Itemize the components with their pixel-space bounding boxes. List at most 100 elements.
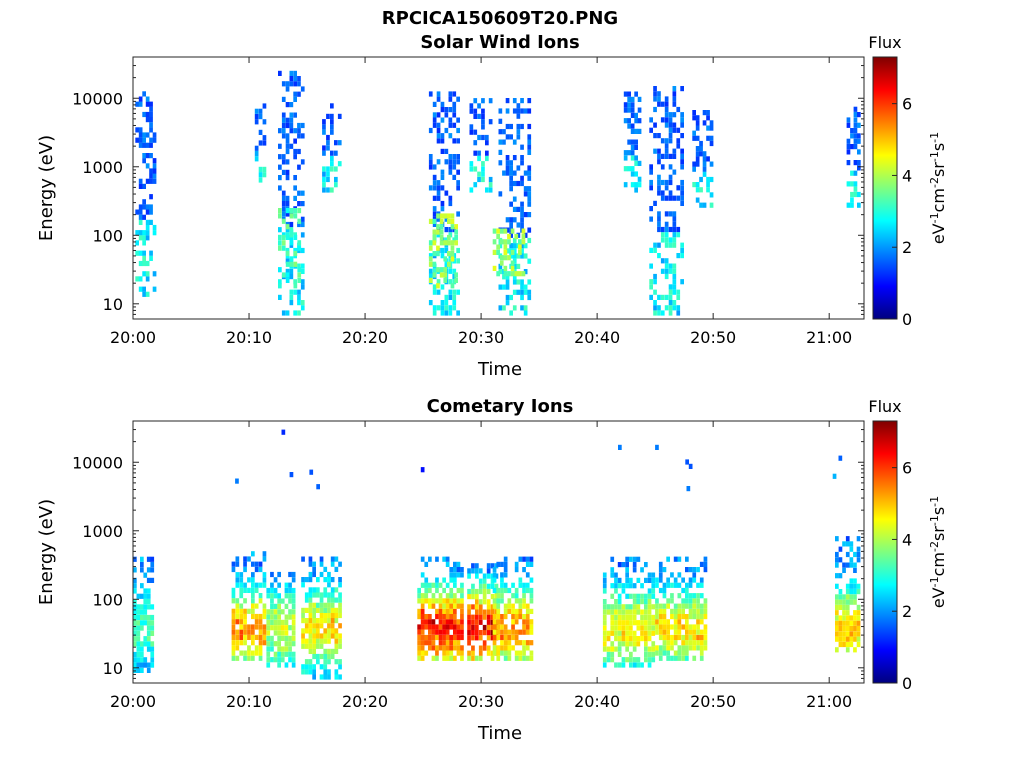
heatmap-cell <box>657 294 661 300</box>
heatmap-cell <box>460 645 464 651</box>
heatmap-cell <box>527 123 532 130</box>
heatmap-cell <box>521 233 526 240</box>
heatmap-cell <box>319 633 324 639</box>
heatmap-cell <box>142 204 146 210</box>
heatmap-cell <box>334 674 339 680</box>
heatmap-cell <box>677 650 682 656</box>
heatmap-cell <box>312 628 316 634</box>
heatmap-cell <box>456 96 460 102</box>
heatmap-cell <box>853 133 858 139</box>
heatmap-cell <box>666 640 670 646</box>
heatmap-cell <box>709 125 714 131</box>
heatmap-cell <box>673 640 678 646</box>
heatmap-cell <box>428 159 433 165</box>
heatmap-cell <box>850 170 854 176</box>
heatmap-cell <box>623 182 628 188</box>
heatmap-cell <box>677 629 682 635</box>
heatmap-cell <box>133 556 137 562</box>
heatmap-cell <box>278 175 282 181</box>
heatmap-cell <box>699 561 704 567</box>
heatmap-cell <box>520 212 524 218</box>
heatmap-cell <box>289 112 294 118</box>
heatmap-cell <box>630 171 635 177</box>
heatmap-cell <box>285 272 290 278</box>
heatmap-cell <box>692 110 696 116</box>
heatmap-cell <box>316 602 320 608</box>
heatmap-cell <box>670 640 674 646</box>
heatmap-cell <box>490 655 495 661</box>
heatmap-cell <box>637 182 642 188</box>
heatmap-cell <box>486 604 491 610</box>
heatmap-cell <box>625 625 629 631</box>
heatmap-cell <box>444 227 449 233</box>
heatmap-cell <box>322 145 326 151</box>
heatmap-cell <box>251 577 255 583</box>
heatmap-cell <box>442 634 446 641</box>
heatmap-cell <box>247 577 251 583</box>
heatmap-cell <box>440 148 445 154</box>
heatmap-cell <box>284 662 289 668</box>
heatmap-cell <box>326 145 330 151</box>
heatmap-cell <box>637 96 642 102</box>
heatmap-cell <box>281 240 286 246</box>
heatmap-cell <box>651 588 656 594</box>
heatmap-cell <box>516 180 521 187</box>
heatmap-cell <box>521 239 526 245</box>
heatmap-cell <box>262 624 267 630</box>
heatmap-cell <box>692 608 697 614</box>
heatmap-cell <box>235 608 240 614</box>
heatmap-cell <box>326 134 330 141</box>
heatmap-cell <box>853 578 857 584</box>
heatmap-cell <box>505 123 510 130</box>
heatmap-cell <box>445 608 450 614</box>
heatmap-cell <box>322 182 326 188</box>
heatmap-cell <box>447 251 451 257</box>
heatmap-cell <box>602 609 607 615</box>
axes-solar-wind: 20:00 20:10 20:20 20:30 20:40 20:50 21:0010100… <box>72 56 864 347</box>
heatmap-cell <box>428 256 433 262</box>
heatmap-cell <box>668 153 673 159</box>
heatmap-cell <box>856 557 861 563</box>
heatmap-cell <box>270 641 274 647</box>
heatmap-cell <box>254 145 259 151</box>
heatmap-cell <box>449 572 454 578</box>
heatmap-cell <box>444 127 449 134</box>
heatmap-cell <box>338 597 342 603</box>
heatmap-cell <box>503 572 508 578</box>
heatmap-cell <box>280 635 285 641</box>
heatmap-cell <box>647 609 652 615</box>
heatmap-cell <box>435 577 439 583</box>
heatmap-cell <box>438 582 443 588</box>
heatmap-cell <box>653 289 657 295</box>
heatmap-cell <box>527 258 532 264</box>
heatmap-cell <box>668 179 673 186</box>
heatmap-cell <box>676 294 681 300</box>
heatmap-cell <box>657 226 661 233</box>
heatmap-cell <box>442 608 446 614</box>
heatmap-cell <box>676 305 681 311</box>
heatmap-cell <box>435 650 439 656</box>
y-tick-label: 100 <box>92 226 123 245</box>
heatmap-cell <box>668 289 673 295</box>
heatmap-cell <box>481 134 485 141</box>
heatmap-cell <box>850 144 854 150</box>
heatmap-cell <box>706 125 710 131</box>
heatmap-cell <box>655 444 659 450</box>
heatmap-cell <box>644 641 648 647</box>
heatmap-cell <box>668 117 673 123</box>
heatmap-cell <box>660 310 665 316</box>
heatmap-cell <box>527 212 532 218</box>
heatmap-cell <box>323 587 328 593</box>
heatmap-cell <box>685 556 689 562</box>
heatmap-cell <box>448 164 453 170</box>
heatmap-cell <box>640 620 644 626</box>
heatmap-cell <box>285 117 290 123</box>
heatmap-cell <box>662 603 667 609</box>
heatmap-cell <box>651 657 656 663</box>
heatmap-cell <box>428 300 433 306</box>
heatmap-cell <box>308 664 313 670</box>
heatmap-cell <box>428 245 433 251</box>
heatmap-cell <box>627 123 631 129</box>
heatmap-cell <box>695 135 700 141</box>
y-tick-label: 10 <box>103 659 123 678</box>
